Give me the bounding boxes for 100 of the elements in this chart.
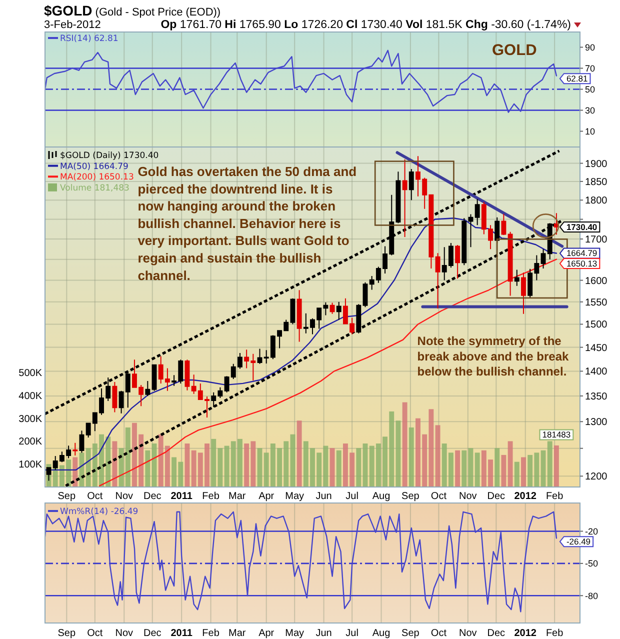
data-label: 181483 xyxy=(542,430,571,440)
x-tick-label: Apr xyxy=(258,491,275,502)
x-tick-label: Dec xyxy=(143,628,162,639)
x-tick-label: Feb xyxy=(202,628,220,639)
legend-label: Wm%R(14) -26.49 xyxy=(60,507,138,518)
x-tick-label: Dec xyxy=(487,491,506,502)
y-tick-label: 10 xyxy=(585,126,596,136)
chart-title: $GOLD (Gold - Spot Price (EOD)) xyxy=(44,2,221,18)
legend-label: MA(50) 1664.79 xyxy=(60,162,128,172)
x-tick-label: Jul xyxy=(346,491,358,502)
candlestick xyxy=(145,380,150,396)
y-tick-label: 1550 xyxy=(585,297,608,308)
y-tick-label: 1300 xyxy=(585,417,608,428)
x-tick-label: Nov xyxy=(459,491,477,502)
x-tick-label: Mar xyxy=(228,628,246,639)
legend-label: MA(200) 1650.13 xyxy=(60,172,134,183)
y-tick-label: -50 xyxy=(585,558,598,569)
candlestick xyxy=(514,269,520,286)
x-tick-label: Sep xyxy=(58,491,76,502)
x-tick-label: May xyxy=(285,491,304,502)
candlestick xyxy=(402,158,408,238)
chart-subtitle: 3-Feb-2012 xyxy=(44,19,101,31)
y-tick-label: 90 xyxy=(585,42,596,52)
candlestick xyxy=(455,244,460,280)
x-tick-label: 2011 xyxy=(170,491,193,502)
candlestick xyxy=(336,301,342,320)
x-tick-label: Nov xyxy=(459,628,477,639)
x-tick-label: 2012 xyxy=(514,491,537,502)
data-label: -26.49 xyxy=(566,536,591,547)
candlestick xyxy=(540,248,546,269)
candlestick xyxy=(330,302,335,314)
annotation: Gold has overtaken the 50 dma and pierced the downtrend line. It is now hanging around the broken bullish channel. Behavior here is very important. Bulls want Gold to regain and sustain the bullish channel. xyxy=(138,164,357,283)
x-tick-label: 2012 xyxy=(514,628,537,639)
x-tick-label: Sep xyxy=(58,628,76,639)
candlestick xyxy=(408,168,414,201)
y-tick-label: 1450 xyxy=(585,342,608,354)
candlestick xyxy=(112,381,118,413)
x-tick-label: Feb xyxy=(202,491,220,502)
data-label: 1650.13 xyxy=(566,258,598,269)
y-tick-label: 50 xyxy=(585,84,596,94)
annotation: Note the symmetry of the break above and the break below the bullish channel. xyxy=(417,334,570,379)
legend-label: RSI(14) 62.81 xyxy=(60,34,118,44)
candlestick xyxy=(462,218,467,266)
candlestick xyxy=(474,198,480,226)
y-tick-label: 1500 xyxy=(585,320,608,331)
candlestick xyxy=(184,359,190,391)
y-tick-label: 1700 xyxy=(585,234,608,246)
x-tick-label: Nov xyxy=(115,628,134,639)
candlestick xyxy=(72,442,78,456)
candlestick xyxy=(257,348,262,364)
candlestick xyxy=(362,282,368,308)
y-tick-label: 1350 xyxy=(585,391,608,402)
x-tick-label: Jul xyxy=(346,628,358,639)
x-tick-label: Feb xyxy=(546,628,564,639)
x-tick-label: Sep xyxy=(402,628,420,639)
y-tick-label: 1200 xyxy=(585,472,608,483)
y-tick-label: 1850 xyxy=(585,176,608,188)
x-tick-label: Dec xyxy=(487,628,506,639)
x-tick-label: Mar xyxy=(228,491,246,502)
candlestick xyxy=(501,213,506,236)
y-tick-label: -20 xyxy=(585,526,598,536)
text: Op 1761.70 Hi 1765.90 Lo 1726.20 Cl 1730.40 Vol 181.5K Chg -30.60 (-1.74%) xyxy=(160,19,571,31)
y2-tick-label: 100K xyxy=(18,460,42,471)
x-tick-label: Jun xyxy=(316,491,332,502)
x-tick-label: May xyxy=(285,628,304,639)
candlestick xyxy=(547,222,552,260)
text: 1730.40 xyxy=(566,222,598,232)
y-tick-label: -80 xyxy=(585,590,598,601)
y2-tick-label: 500K xyxy=(18,368,42,380)
candlestick xyxy=(356,304,362,334)
x-tick-label: Nov xyxy=(115,491,134,502)
y2-tick-label: 400K xyxy=(18,390,42,402)
candlestick xyxy=(521,272,526,314)
x-tick-label: Jun xyxy=(316,628,332,639)
y2-tick-label: 200K xyxy=(18,436,42,448)
x-tick-label: Oct xyxy=(87,628,103,639)
x-tick-label: Aug xyxy=(372,491,390,502)
data-label: 62.81 xyxy=(566,74,588,84)
candlestick xyxy=(554,212,559,236)
y-tick-label: 1400 xyxy=(585,366,608,378)
x-tick-label: Oct xyxy=(430,628,447,639)
data-label: 1664.79 xyxy=(566,248,598,258)
candlestick xyxy=(296,290,302,342)
legend-label: Volume 181,483 xyxy=(60,183,130,194)
x-tick-label: Aug xyxy=(372,628,390,639)
x-tick-label: Oct xyxy=(430,491,447,502)
x-tick-label: 2011 xyxy=(170,628,193,639)
x-tick-label: Apr xyxy=(258,628,275,639)
candlestick xyxy=(435,252,440,310)
candlestick xyxy=(508,231,513,296)
y-tick-label: 1900 xyxy=(585,158,608,170)
annotation: GOLD xyxy=(492,42,537,59)
candlestick xyxy=(152,364,157,392)
y-tick-label: 1800 xyxy=(585,196,608,207)
x-tick-label: Dec xyxy=(143,491,162,502)
y2-tick-label: 300K xyxy=(18,414,42,425)
candlestick xyxy=(468,214,474,248)
y-tick-label: 1600 xyxy=(585,276,608,287)
y-tick-label: 70 xyxy=(585,63,596,74)
y-tick-label: 30 xyxy=(585,105,596,116)
